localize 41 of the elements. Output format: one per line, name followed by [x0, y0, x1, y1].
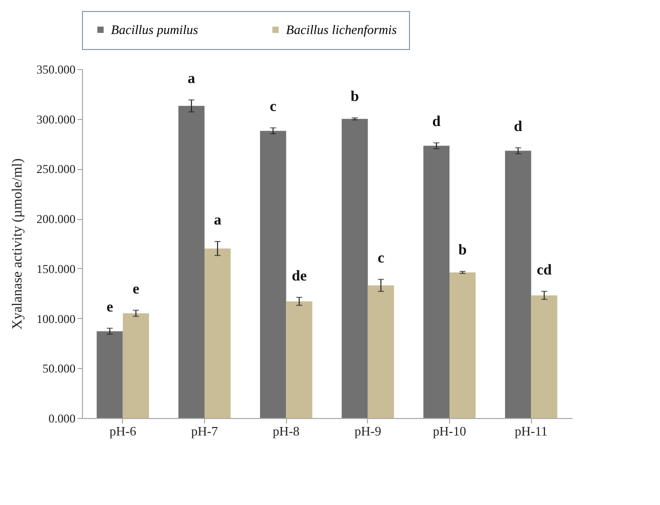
y-tick-label: 150.000	[36, 262, 76, 276]
bar	[178, 106, 204, 418]
bar	[286, 301, 312, 418]
bar	[531, 295, 558, 418]
y-tick-label: 100.000	[36, 312, 76, 326]
data-label: c	[378, 250, 385, 266]
data-label: d	[432, 114, 442, 130]
y-tick-label: 250.000	[36, 162, 76, 176]
bar	[260, 130, 286, 418]
data-label: e	[132, 281, 140, 298]
data-label: b	[458, 242, 467, 258]
bar	[450, 272, 476, 418]
data-label: c	[270, 98, 277, 115]
data-label: d	[514, 118, 523, 135]
data-label: e	[106, 299, 114, 316]
legend-label: Bacillus lichenformis	[286, 22, 397, 37]
y-axis-title: Xyalanase activity (µmole/ml)	[10, 158, 26, 330]
bar	[96, 331, 123, 418]
x-tick-label: pH-7	[191, 424, 218, 438]
data-label: a	[188, 70, 196, 87]
bar	[368, 285, 394, 418]
y-tick-label: 350.000	[36, 62, 76, 76]
x-tick-label: pH-6	[109, 424, 137, 438]
data-label: b	[350, 88, 359, 105]
y-tick-label: 200.000	[36, 212, 76, 226]
bar	[505, 150, 532, 418]
bar	[342, 118, 368, 418]
x-tick-label: pH-8	[272, 424, 300, 438]
x-tick-label: pH-9	[354, 424, 382, 438]
legend-label: Bacillus pumilus	[111, 22, 198, 37]
y-tick-label: 0.000	[48, 412, 76, 426]
data-label: de	[292, 268, 308, 284]
data-label: cd	[536, 262, 552, 278]
y-tick-label: 300.000	[36, 112, 76, 126]
bar	[204, 248, 231, 418]
x-tick-label: pH-11	[514, 424, 548, 438]
bar	[423, 146, 450, 418]
y-tick-label: 50.000	[42, 362, 76, 376]
bar	[122, 313, 149, 418]
data-label: a	[214, 212, 222, 229]
x-tick-label: pH-10	[432, 424, 466, 438]
